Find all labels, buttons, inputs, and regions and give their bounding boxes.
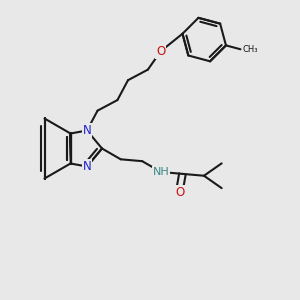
Text: O: O [156, 45, 165, 58]
Text: N: N [82, 160, 91, 173]
Text: CH₃: CH₃ [243, 45, 258, 54]
Text: NH: NH [153, 167, 169, 177]
Text: N: N [82, 124, 91, 137]
Text: O: O [175, 186, 184, 199]
